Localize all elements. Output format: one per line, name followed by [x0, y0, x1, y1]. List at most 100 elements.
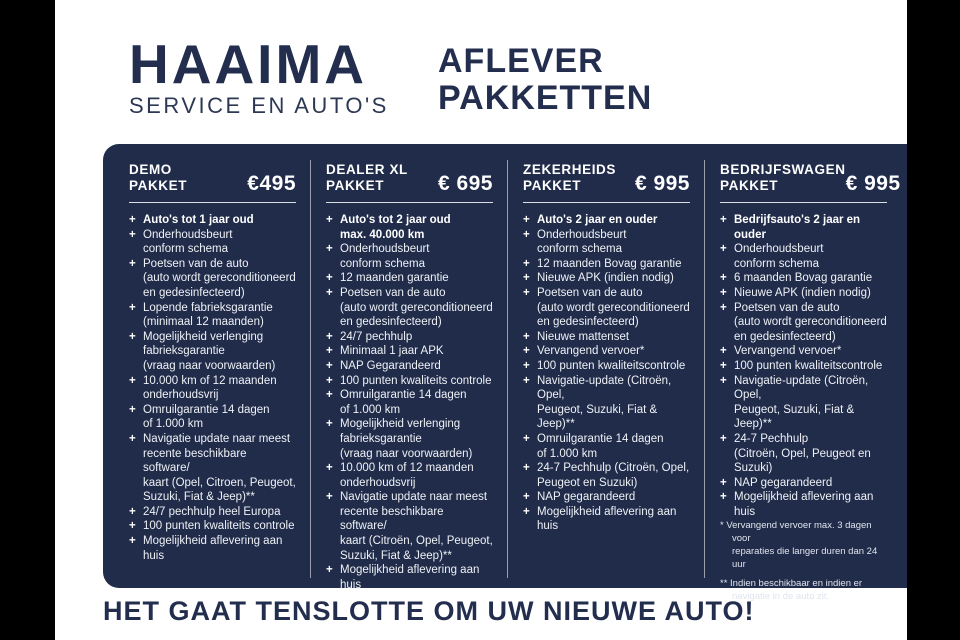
- plus-bullet-icon: +: [326, 374, 333, 387]
- package-price: €495: [247, 172, 296, 195]
- feature-text: NAP gegarandeerd: [537, 491, 636, 504]
- package-feature: + Omruilgarantie 14 dagen of 1.000 km: [129, 403, 296, 432]
- package-feature: + Lopende fabrieksgarantie (minimaal 12 m…: [129, 301, 296, 330]
- feature-text: 24/7 pechhulp heel Europa: [143, 505, 281, 518]
- tagline: HET GAAT TENSLOTTE OM UW NIEUWE AUTO!: [103, 596, 755, 626]
- feature-text: Omruilgarantie 14 dagen of 1.000 km: [340, 389, 467, 416]
- package-name: DEMO PAKKET: [129, 162, 187, 194]
- plus-bullet-icon: +: [523, 505, 530, 518]
- plus-bullet-icon: +: [720, 374, 727, 387]
- package-name: ZEKERHEIDS PAKKET: [523, 162, 616, 194]
- footnotes: * Vervangend vervoer max. 3 dagen voor r…: [720, 519, 887, 633]
- package-feature: + Poetsen van de auto (auto wordt gerecon…: [326, 286, 493, 330]
- plus-bullet-icon: +: [326, 345, 333, 358]
- package-feature: + Minimaal 1 jaar APK: [326, 344, 493, 359]
- package-feature: + Bedrijfsauto's 2 jaar en ouder: [720, 213, 887, 242]
- feature-text: Mogelijkheid aflevering aan huis: [734, 491, 874, 518]
- package-feature: + Onderhoudsbeurt conform schema: [523, 228, 690, 257]
- plus-bullet-icon: +: [326, 389, 333, 402]
- package-feature: +24/7 pechhulp heel Europa: [129, 505, 296, 520]
- package-header: DEMO PAKKET €495: [129, 162, 296, 203]
- package-zekerheids: ZEKERHEIDS PAKKET € 995 + Auto's 2 jaar e…: [507, 160, 704, 578]
- package-feature: + Mogelijkheid aflevering aan huis: [326, 563, 493, 592]
- plus-bullet-icon: +: [326, 330, 333, 343]
- package-feature: + Auto's tot 1 jaar oud: [129, 213, 296, 228]
- package-feature: + Mogelijkheid aflevering aan huis: [523, 505, 690, 534]
- feature-text: 100 punten kwaliteitscontrole: [537, 359, 686, 372]
- plus-bullet-icon: +: [720, 243, 727, 256]
- plus-bullet-icon: +: [129, 330, 136, 343]
- plus-bullet-icon: +: [129, 374, 136, 387]
- package-feature: + Omruilgarantie 14 dagen of 1.000 km: [326, 388, 493, 417]
- feature-list: + Bedrijfsauto's 2 jaar en ouder + Onderho…: [720, 213, 887, 519]
- plus-bullet-icon: +: [326, 564, 333, 577]
- plus-bullet-icon: +: [129, 520, 136, 533]
- feature-text: Poetsen van de auto (auto wordt gerecond…: [537, 286, 690, 329]
- plus-bullet-icon: +: [720, 301, 727, 314]
- package-feature: + Nieuwe mattenset: [523, 330, 690, 345]
- plus-bullet-icon: +: [720, 345, 727, 358]
- feature-text: Poetsen van de auto (auto wordt gerecond…: [340, 286, 493, 329]
- package-feature: + Mogelijkheid aflevering aan huis: [129, 534, 296, 563]
- package-name-line2: PAKKET: [326, 178, 385, 193]
- plus-bullet-icon: +: [523, 491, 530, 504]
- feature-text: Onderhoudsbeurt conform schema: [340, 243, 430, 270]
- package-feature: + Onderhoudsbeurt conform schema: [720, 242, 887, 271]
- package-price: € 995: [634, 172, 690, 195]
- package-feature: +100 punten kwaliteits controle: [129, 519, 296, 534]
- plus-bullet-icon: +: [326, 272, 333, 285]
- plus-bullet-icon: +: [523, 228, 530, 241]
- feature-text: Vervangend vervoer*: [537, 345, 645, 358]
- company-logo: HAAIMA SERVICE EN AUTO'S: [129, 36, 389, 119]
- feature-text: 12 maanden garantie: [340, 272, 449, 285]
- package-feature: +12 maanden Bovag garantie: [523, 257, 690, 272]
- plus-bullet-icon: +: [129, 403, 136, 416]
- feature-text: Auto's tot 1 jaar oud: [143, 214, 254, 226]
- footnote-navigatie: ** Indien beschikbaar en indien er navig…: [720, 578, 863, 603]
- feature-text: Poetsen van de auto (auto wordt gerecond…: [734, 301, 887, 343]
- package-price: € 695: [437, 172, 493, 195]
- feature-text: Nieuwe APK (indien nodig): [537, 272, 674, 285]
- feature-text: Mogelijkheid verlenging fabrieksgarantie…: [143, 330, 276, 372]
- plus-bullet-icon: +: [720, 476, 727, 489]
- feature-text: 100 punten kwaliteits controle: [340, 374, 492, 387]
- package-feature: + Nieuwe APK (indien nodig): [523, 271, 690, 286]
- package-feature: + Omruilgarantie 14 dagen of 1.000 km: [523, 432, 690, 461]
- package-feature: + Navigatie update naar meest recente bes…: [326, 490, 493, 563]
- package-header: BEDRIJFSWAGEN PAKKET € 995: [720, 162, 900, 203]
- plus-bullet-icon: +: [720, 432, 727, 445]
- package-feature: + Onderhoudsbeurt conform schema: [326, 242, 493, 271]
- package-feature: + NAP gegarandeerd: [523, 490, 690, 505]
- plus-bullet-icon: +: [523, 462, 530, 475]
- left-black-bar: [0, 0, 55, 640]
- package-feature: + Auto's 2 jaar en ouder: [523, 213, 690, 228]
- feature-text: Auto's tot 2 jaar oud max. 40.000 km: [340, 214, 451, 241]
- package-feature: +10.000 km of 12 maanden onderhoudsvrij: [129, 374, 296, 403]
- plus-bullet-icon: +: [326, 286, 333, 299]
- feature-text: Navigatie-update (Citroën, Opel, Peugeot…: [734, 374, 869, 431]
- package-feature: + Mogelijkheid aflevering aan huis: [720, 490, 887, 519]
- plus-bullet-icon: +: [326, 491, 333, 504]
- feature-text: Nieuwe APK (indien nodig): [734, 286, 871, 299]
- package-feature: + Poetsen van de auto (auto wordt gerecon…: [129, 257, 296, 301]
- package-name: BEDRIJFSWAGEN PAKKET: [720, 162, 846, 194]
- right-black-bar: [907, 0, 960, 640]
- package-feature: +100 punten kwaliteitscontrole: [720, 359, 887, 374]
- package-price: € 995: [845, 172, 901, 195]
- plus-bullet-icon: +: [720, 214, 727, 226]
- package-feature: + NAP gegarandeerd: [720, 476, 887, 491]
- feature-text: NAP Gegarandeerd: [340, 359, 441, 372]
- plus-bullet-icon: +: [523, 257, 530, 270]
- plus-bullet-icon: +: [523, 330, 530, 343]
- package-feature: +24-7 Pechhulp (Citroën, Opel, Peugeot e…: [523, 461, 690, 490]
- plus-bullet-icon: +: [523, 432, 530, 445]
- logo-title: HAAIMA: [129, 33, 367, 95]
- feature-text: Vervangend vervoer*: [734, 345, 842, 358]
- package-feature: +10.000 km of 12 maanden onderhoudsvrij: [326, 461, 493, 490]
- plus-bullet-icon: +: [129, 214, 136, 226]
- feature-text: 24/7 pechhulp: [340, 330, 413, 343]
- package-name-line1: ZEKERHEIDS: [523, 162, 617, 177]
- package-feature: + Vervangend vervoer*: [523, 344, 690, 359]
- plus-bullet-icon: +: [523, 374, 530, 387]
- package-feature: + NAP Gegarandeerd: [326, 359, 493, 374]
